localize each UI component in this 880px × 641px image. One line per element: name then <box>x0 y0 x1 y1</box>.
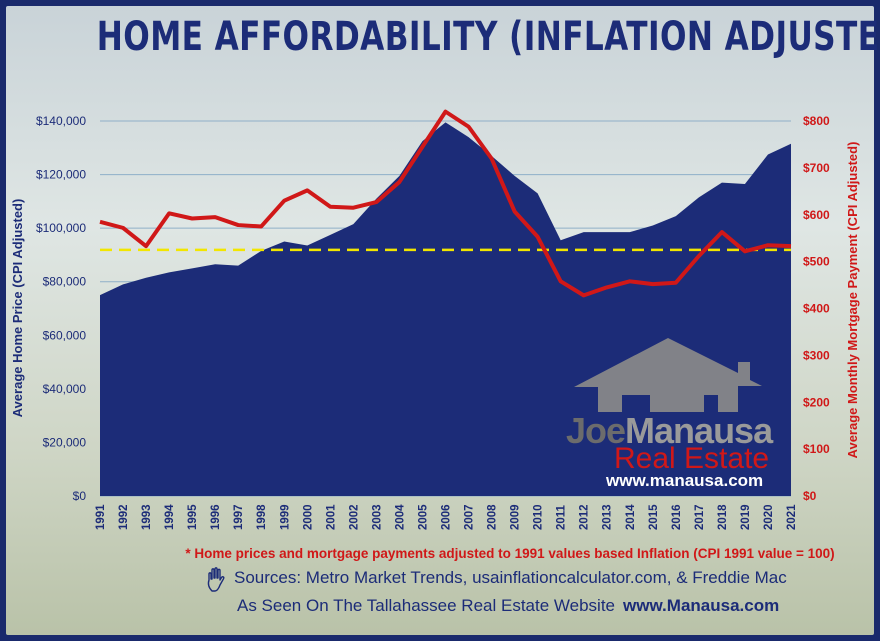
footnote: * Home prices and mortgage payments adju… <box>185 546 835 561</box>
right-axis-tick-label: $500 <box>803 255 830 269</box>
chart-title: HOME AFFORDABILITY (INFLATION ADJUSTED) <box>96 14 880 60</box>
website-link[interactable]: www.Manausa.com <box>623 596 780 615</box>
right-axis-tick-label: $0 <box>803 489 817 503</box>
right-axis-tick-label: $700 <box>803 161 830 175</box>
left-axis-tick-label: $100,000 <box>36 221 86 235</box>
x-axis-tick-label: 2014 <box>625 504 637 530</box>
sources-text: Sources: Metro Market Trends, usainflati… <box>234 568 787 587</box>
x-axis-tick-label: 1991 <box>95 504 107 530</box>
x-axis-tick-label: 2006 <box>441 504 453 530</box>
x-axis-tick-label: 2010 <box>533 504 545 530</box>
x-axis-tick-label: 2013 <box>602 504 614 530</box>
x-axis-tick-label: 2015 <box>648 504 660 530</box>
left-axis-tick-label: $20,000 <box>43 435 87 449</box>
x-axis-tick-label: 1993 <box>141 504 153 530</box>
logo-real-estate: Real Estate <box>614 442 770 475</box>
right-axis-tick-label: $600 <box>803 208 830 222</box>
right-axis-title: Average Monthly Mortgage Payment (CPI Ad… <box>845 142 860 459</box>
x-axis-tick-label: 2005 <box>417 504 429 530</box>
x-axis-tick-label: 2020 <box>763 504 775 530</box>
x-axis-tick-label: 2017 <box>694 504 706 530</box>
x-axis-tick-label: 2012 <box>579 504 591 530</box>
house-logo-icon <box>574 338 762 412</box>
x-axis-tick-label: 1994 <box>164 504 176 530</box>
x-axis-tick-label: 2018 <box>717 504 729 530</box>
x-axis-tick-label: 2008 <box>487 504 499 530</box>
x-axis-tick-label: 2003 <box>371 504 383 530</box>
right-axis-tick-label: $100 <box>803 442 830 456</box>
x-axis-tick-label: 2009 <box>510 504 522 530</box>
mortgage-payment-line <box>99 109 792 298</box>
x-axis-tick-label: 1995 <box>187 504 199 530</box>
x-axis-tick-label: 2011 <box>556 504 568 530</box>
left-axis-tick-label: $40,000 <box>43 382 87 396</box>
right-axis-tick-label: $400 <box>803 302 830 316</box>
left-axis-tick-label: $60,000 <box>43 328 87 342</box>
left-axis-tick-label: $140,000 <box>36 114 86 128</box>
right-axis-tick-label: $300 <box>803 348 830 362</box>
x-axis-tick-label: 1996 <box>210 504 222 530</box>
x-axis-tick-label: 2016 <box>671 504 683 530</box>
x-axis-tick-label: 1997 <box>233 504 245 530</box>
right-axis-tick-label: $800 <box>803 114 830 128</box>
x-axis-tick-label: 1998 <box>256 504 268 530</box>
seen-on-text: As Seen On The Tallahassee Real Estate W… <box>237 596 780 615</box>
logo-website: www.manausa.com <box>606 471 764 490</box>
hand-icon <box>207 567 225 592</box>
x-axis-tick-label: 2007 <box>464 504 476 530</box>
x-axis-tick-label: 2001 <box>325 504 337 530</box>
right-axis-tick-label: $200 <box>803 395 830 409</box>
left-axis-tick-label: $120,000 <box>36 168 86 182</box>
x-axis-tick-label: 2000 <box>302 504 314 530</box>
left-axis-tick-label: $0 <box>73 489 87 503</box>
x-axis-tick-label: 1992 <box>118 504 130 530</box>
x-axis-tick-label: 2019 <box>740 504 752 530</box>
logo-joe-manausa: JoeManausa <box>566 410 773 451</box>
x-axis-tick-label: 2021 <box>786 504 798 530</box>
x-axis-tick-label: 2002 <box>348 504 360 530</box>
left-axis-title: Average Home Price (CPI Adjusted) <box>10 199 25 418</box>
x-axis-tick-label: 2004 <box>394 504 406 530</box>
x-axis-tick-label: 1999 <box>279 504 291 530</box>
left-axis-tick-label: $80,000 <box>43 275 87 289</box>
